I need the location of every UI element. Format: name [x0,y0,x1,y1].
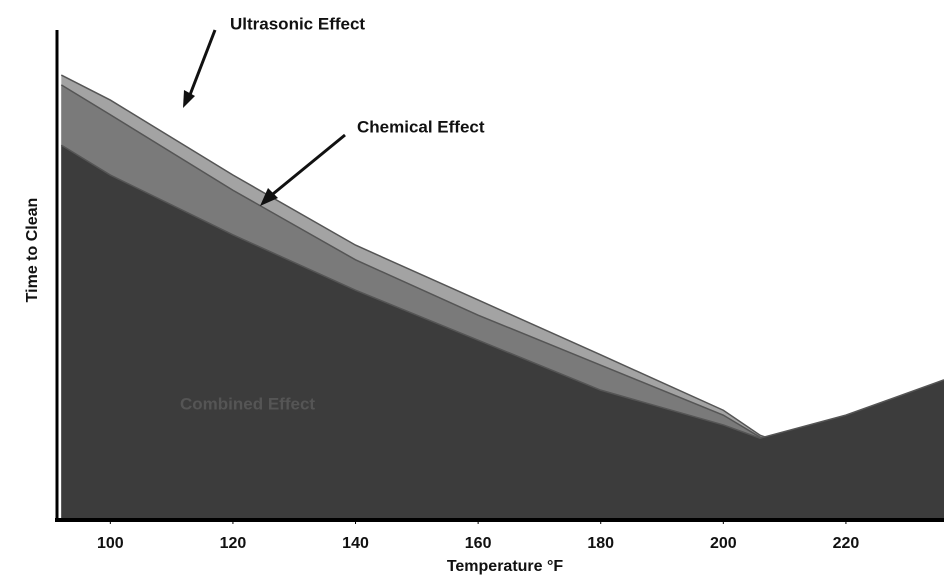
annotation-arrowhead [260,188,278,206]
annotation: Ultrasonic Effect [230,14,365,33]
annotation-arrow [186,29,217,101]
plot-areas [60,74,944,520]
area-outline [60,144,944,439]
x-tick-label: 100 [97,535,124,552]
x-tick-label: 120 [220,535,247,552]
annotation-arrow [267,133,346,200]
x-tick-label: 200 [710,535,737,552]
annotation: Chemical Effect [357,117,485,136]
area [61,145,944,520]
x-tick-label: 140 [342,535,369,552]
x-tick-label: 180 [587,535,614,552]
x-tick-label: 220 [833,535,860,552]
x-axis-label: Temperature °F [447,558,564,575]
annotation: Combined Effect [180,394,315,413]
y-axis-label: Time to Clean [24,198,41,303]
x-tick-label: 160 [465,535,492,552]
annotation-arrowhead [183,90,195,108]
